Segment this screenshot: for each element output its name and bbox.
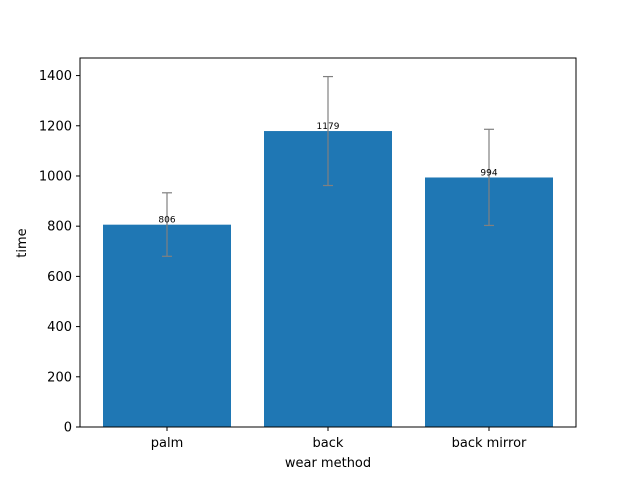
x-tick-label-1: back: [313, 436, 344, 451]
x-axis-label: wear method: [285, 456, 371, 471]
y-axis-label: time: [15, 228, 30, 257]
x-axis: palm back back mirror: [151, 427, 527, 451]
data-label-0: 806: [158, 216, 175, 226]
data-labels-group: 806 1179 994: [158, 122, 497, 226]
y-tick-label-2: 400: [47, 320, 72, 335]
y-tick-label-3: 600: [47, 270, 72, 285]
x-tick-label-2: back mirror: [452, 436, 527, 451]
x-tick-label-0: palm: [151, 436, 184, 451]
y-axis: 0 200 400 600 800 1000 1200 1400: [39, 69, 80, 436]
y-tick-label-1: 200: [47, 370, 72, 385]
error-bars-group: [162, 75, 494, 257]
y-tick-label-6: 1200: [39, 119, 72, 134]
bar-0: [103, 224, 231, 427]
y-tick-label-0: 0: [64, 421, 72, 436]
data-label-1: 1179: [317, 122, 340, 132]
y-tick-label-4: 800: [47, 220, 72, 235]
y-tick-label-7: 1400: [39, 69, 72, 84]
y-tick-label-5: 1000: [39, 169, 72, 184]
data-label-2: 994: [480, 168, 497, 178]
